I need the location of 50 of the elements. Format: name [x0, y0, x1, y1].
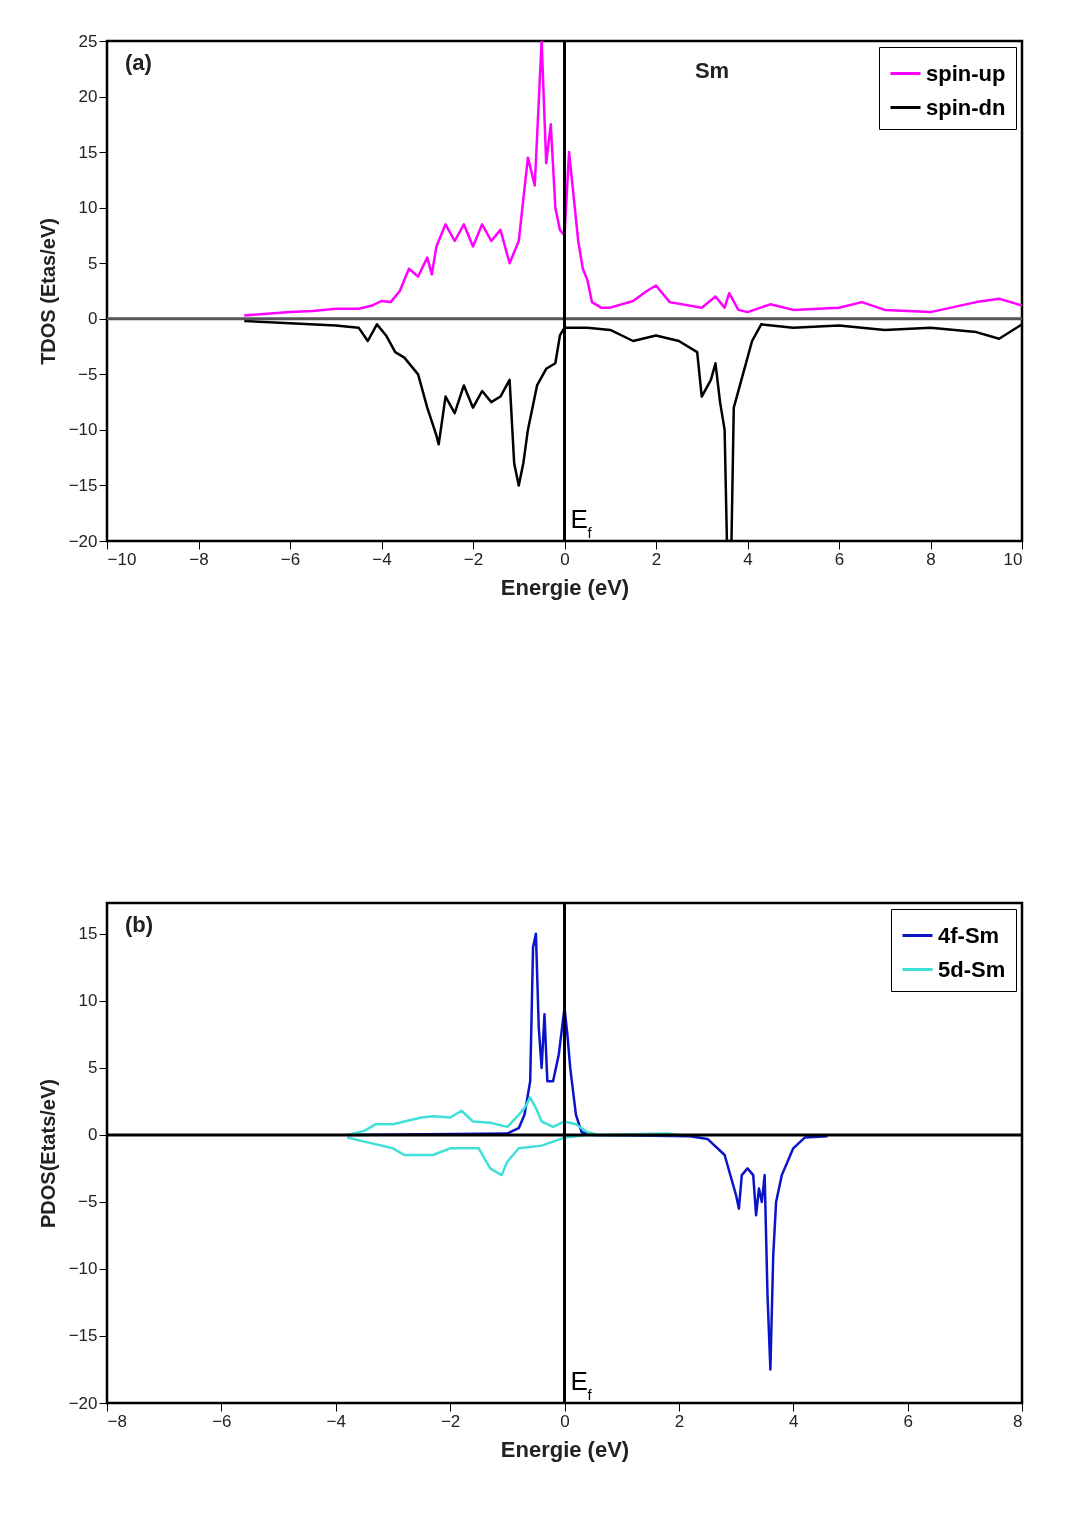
legend-label: 4f-Sm: [938, 922, 1000, 948]
y-tick-label: 5: [88, 1058, 98, 1078]
y-tick-label: −5: [78, 364, 98, 384]
y-tick-label: 5: [88, 253, 98, 273]
y-tick-label: 15: [78, 142, 98, 162]
line-series: [243, 41, 1022, 317]
y-axis-title: PDOS(Etats/eV): [36, 1079, 59, 1228]
x-tick-label: −2: [440, 1411, 461, 1431]
x-tick-label: −4: [326, 1411, 346, 1431]
x-tick-label: −8: [107, 1411, 127, 1431]
y-tick-label: 25: [78, 31, 98, 51]
y-tick-label: 20: [78, 87, 98, 107]
x-tick-label: 0: [560, 549, 570, 569]
x-tick-label: 6: [903, 1411, 913, 1431]
y-tick-label: −15: [68, 475, 98, 495]
y-tick-label: −20: [68, 531, 98, 551]
y-tick-label: 0: [88, 1125, 98, 1145]
x-tick-label: 8: [1013, 1411, 1023, 1431]
x-tick-label: 2: [651, 549, 662, 569]
annotation: Sm: [694, 58, 730, 83]
x-tick-label: −4: [372, 549, 392, 569]
x-axis-title: Energie (eV): [500, 574, 630, 600]
y-axis-title: TDOS (Etas/eV): [36, 218, 59, 365]
x-tick-label: 4: [743, 549, 753, 569]
chart-title: (a): [125, 50, 152, 75]
legend-label: spin-dn: [926, 94, 1006, 120]
y-tick-label: 10: [78, 991, 98, 1011]
y-tick-label: −15: [68, 1326, 98, 1346]
chart-title: (b): [125, 912, 154, 937]
y-tick-label: −10: [68, 420, 98, 440]
x-tick-label: 8: [926, 549, 936, 569]
x-tick-label: 10: [1003, 549, 1023, 569]
y-tick-label: −20: [68, 1393, 98, 1413]
x-tick-label: 4: [789, 1411, 799, 1431]
x-tick-label: −8: [189, 549, 209, 569]
y-tick-label: −5: [78, 1192, 98, 1212]
legend-label: spin-up: [926, 60, 1006, 86]
y-tick-label: 0: [88, 309, 98, 329]
y-tick-label: −10: [68, 1259, 98, 1279]
x-tick-label: −10: [107, 549, 137, 569]
x-tick-label: 0: [560, 1411, 570, 1431]
y-tick-label: 15: [78, 924, 98, 944]
legend-label: 5d-Sm: [938, 956, 1006, 982]
x-axis-title: Energie (eV): [500, 1436, 630, 1462]
x-tick-label: −2: [463, 549, 484, 569]
x-tick-label: −6: [280, 549, 301, 569]
x-tick-label: 2: [674, 1411, 685, 1431]
y-tick-label: 10: [78, 198, 98, 218]
x-tick-label: −6: [212, 1411, 232, 1431]
x-tick-label: 6: [834, 549, 845, 569]
